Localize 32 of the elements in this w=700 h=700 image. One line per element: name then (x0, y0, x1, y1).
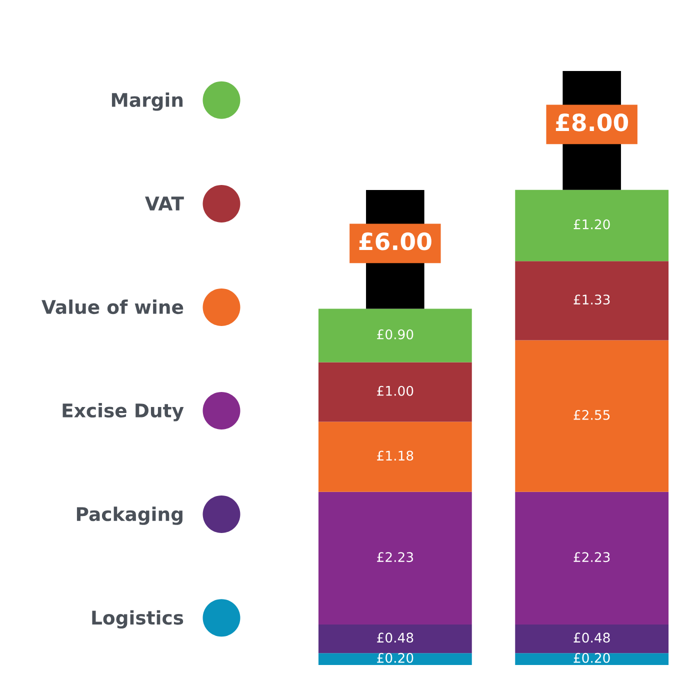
data-label: £2.55 (574, 410, 610, 420)
bar (515, 261, 669, 340)
legend-label: Margin (112, 92, 183, 111)
data-label: £0.20 (574, 652, 610, 663)
legend-label: VAT (144, 196, 184, 210)
data-label: £1.00 (377, 386, 414, 396)
bar (515, 492, 669, 625)
bar (318, 653, 472, 665)
bar (515, 340, 669, 492)
total-label: £6.00 (359, 232, 432, 250)
bar (515, 653, 669, 665)
data-label: £1.18 (377, 450, 414, 461)
data-label: £0.48 (377, 632, 414, 643)
legend-label: Logistics (92, 610, 184, 629)
legend-label: Value of wine (42, 300, 184, 314)
bar (515, 624, 669, 654)
data-label: £2.23 (574, 552, 610, 562)
bar (318, 624, 472, 654)
bar (318, 308, 472, 362)
data-label: £1.33 (574, 294, 610, 305)
data-label: £2.23 (377, 552, 413, 562)
data-label: £0.48 (574, 632, 610, 643)
bar (318, 422, 472, 492)
bar (318, 492, 472, 625)
legend-label: Excise Duty (62, 403, 184, 422)
bar (318, 362, 472, 422)
data-label: £1.20 (574, 219, 610, 230)
legend-label: Packaging (76, 506, 182, 525)
data-label: £0.20 (377, 652, 414, 663)
data-label: £0.90 (377, 329, 414, 340)
bar (515, 190, 669, 262)
total-label: £8.00 (556, 113, 628, 132)
